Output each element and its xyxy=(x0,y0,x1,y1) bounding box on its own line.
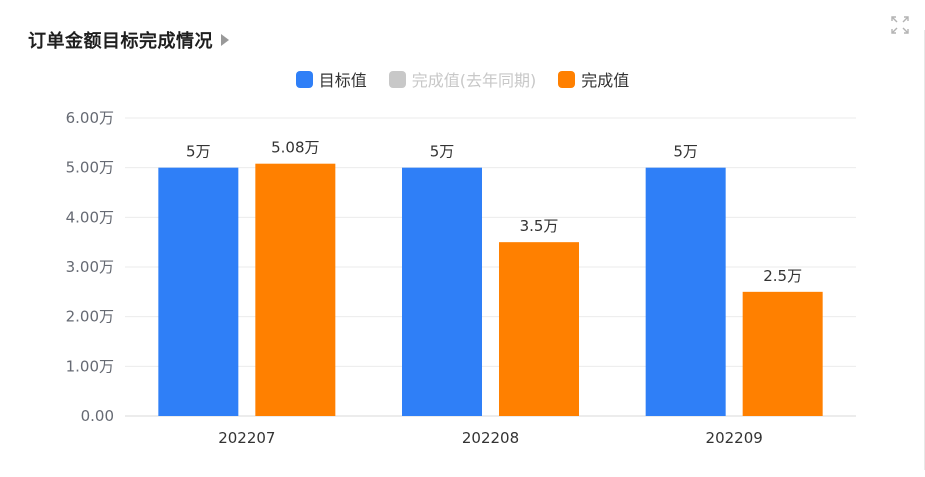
data-label: 5万 xyxy=(430,143,455,161)
legend-label-actual: 完成值 xyxy=(581,71,630,90)
chart-legend: 目标值 完成值(去年同期) 完成值 xyxy=(0,66,925,92)
bar[interactable] xyxy=(499,242,579,416)
y-tick-label: 2.00万 xyxy=(66,308,114,326)
legend-swatch-last-year xyxy=(388,70,406,88)
x-tick-label: 202207 xyxy=(218,429,275,447)
chart-title: 订单金额目标完成情况 xyxy=(28,31,213,52)
y-tick-label: 0.00 xyxy=(81,407,114,425)
legend-item-target[interactable]: 目标值 xyxy=(295,67,367,91)
y-tick-label: 1.00万 xyxy=(66,357,114,375)
data-label: 3.5万 xyxy=(520,217,559,235)
bar[interactable] xyxy=(158,167,239,416)
x-tick-label: 202209 xyxy=(706,429,763,447)
bar[interactable] xyxy=(402,167,482,416)
caret-right-icon[interactable] xyxy=(221,34,229,46)
data-label: 5万 xyxy=(186,143,211,161)
y-tick-label: 5.00万 xyxy=(66,159,114,177)
legend-swatch-target xyxy=(295,70,313,88)
y-tick-label: 4.00万 xyxy=(66,208,114,226)
bar[interactable] xyxy=(255,163,336,416)
chart-header: 订单金额目标完成情况 xyxy=(28,26,229,54)
data-label: 5.08万 xyxy=(271,139,319,157)
data-label: 2.5万 xyxy=(763,267,802,285)
y-tick-label: 3.00万 xyxy=(66,258,114,276)
legend-label-target: 目标值 xyxy=(318,71,367,90)
legend-item-actual[interactable]: 完成值 xyxy=(558,67,629,91)
expand-icon[interactable] xyxy=(889,14,911,36)
bar[interactable] xyxy=(645,167,726,416)
x-tick-label: 202208 xyxy=(462,429,519,447)
data-label: 5万 xyxy=(673,143,698,161)
legend-item-last-year[interactable]: 完成值(去年同期) xyxy=(388,67,537,91)
legend-label-last-year: 完成值(去年同期) xyxy=(411,71,537,90)
y-tick-label: 6.00万 xyxy=(66,109,114,127)
legend-swatch-actual xyxy=(558,70,576,88)
bar[interactable] xyxy=(742,291,823,416)
